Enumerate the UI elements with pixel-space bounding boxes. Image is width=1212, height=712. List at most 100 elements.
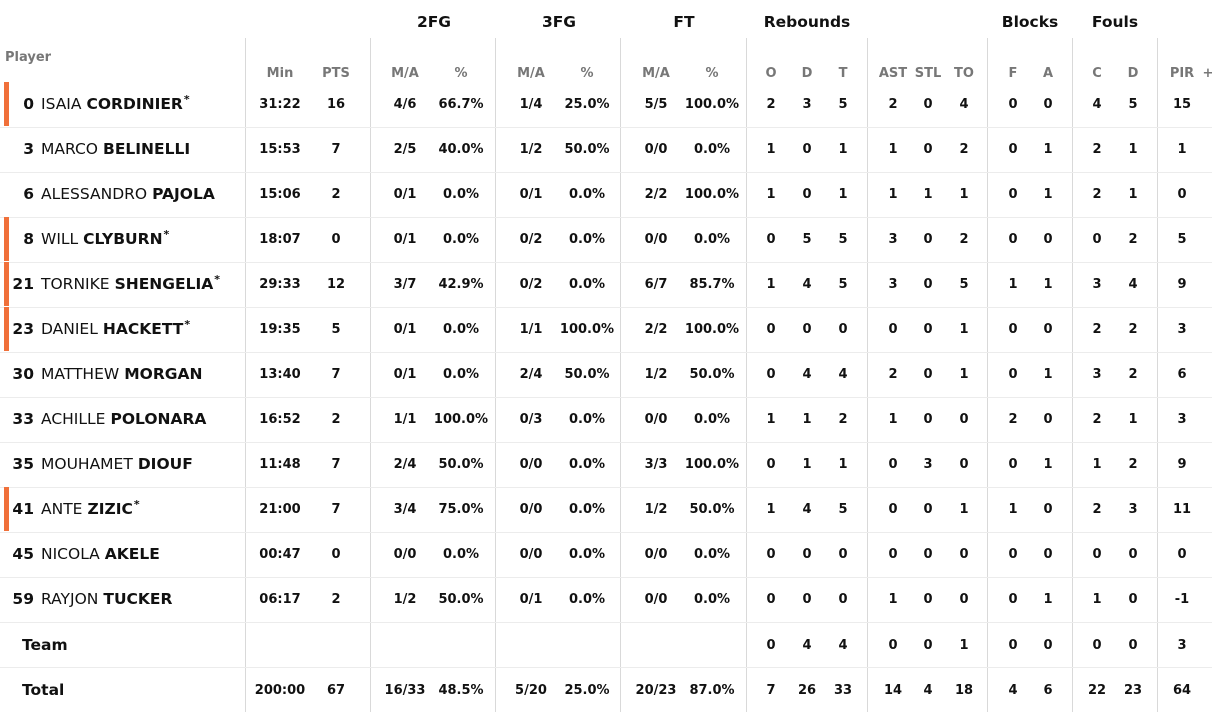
stat-cell: 2	[1092, 501, 1102, 517]
player-name[interactable]: 6 ALESSANDRO PAJOLA	[12, 172, 215, 216]
jersey-number: 3	[23, 140, 34, 158]
player-first-name: NICOLA	[41, 545, 100, 563]
column-divider	[867, 38, 868, 712]
stat-cell: 3	[1092, 276, 1102, 292]
stat-cell: 0.0%	[693, 411, 731, 427]
stat-cell: 6/7	[644, 276, 668, 292]
stat-cell: 1	[1008, 501, 1018, 517]
stat-cell: 6	[1043, 682, 1053, 698]
column-divider	[987, 38, 988, 712]
player-name[interactable]: 33 ACHILLE POLONARA	[12, 397, 206, 441]
column-subheader: D	[801, 66, 813, 81]
stat-cell: 0	[923, 411, 933, 427]
stat-cell: 4	[1128, 276, 1138, 292]
stat-cell: 50.0%	[564, 141, 610, 157]
jersey-number: 35	[12, 455, 34, 473]
stat-cell: 1	[1043, 591, 1053, 607]
stat-cell: 2	[1092, 321, 1102, 337]
column-subheader: Min	[266, 66, 294, 81]
column-subheader: PIR	[1169, 66, 1195, 81]
player-name[interactable]: 45 NICOLA AKELE	[12, 532, 159, 576]
stat-cell: 4	[959, 96, 969, 112]
column-group-ft: FT	[673, 13, 695, 31]
stat-cell: 7	[331, 456, 341, 472]
stat-cell: 1/1	[519, 321, 543, 337]
stat-cell: 2	[1128, 366, 1138, 382]
stat-cell: 0.0%	[693, 546, 731, 562]
stat-cell: 0	[1128, 637, 1138, 653]
stat-cell: 1	[888, 186, 898, 202]
stat-cell: 0	[923, 231, 933, 247]
stat-cell: 0/0	[644, 591, 668, 607]
stat-cell: 0	[766, 546, 776, 562]
stat-cell: 3	[888, 276, 898, 292]
column-subheader: F	[1008, 66, 1018, 81]
stat-cell: 0/1	[519, 186, 543, 202]
stat-cell: 50.0%	[689, 366, 735, 382]
player-last-name: HACKETT	[102, 320, 184, 338]
stat-cell: 1	[888, 591, 898, 607]
player-name[interactable]: 41 ANTE ZIZIC *	[12, 487, 139, 531]
player-name[interactable]: 21 TORNIKE SHENGELIA *	[12, 262, 220, 306]
starter-asterisk: *	[183, 92, 190, 106]
stat-cell: 0	[766, 231, 776, 247]
stat-cell: 9	[1177, 276, 1187, 292]
stat-cell: 3	[1177, 321, 1187, 337]
stat-cell: 0.0%	[442, 186, 480, 202]
stat-cell: 50.0%	[564, 366, 610, 382]
stat-cell: 100.0%	[559, 321, 615, 337]
stat-cell: 0/2	[519, 276, 543, 292]
player-name[interactable]: 3 MARCO BELINELLI	[12, 127, 190, 171]
player-name[interactable]: 35 MOUHAMET DIOUF	[12, 442, 192, 486]
stat-cell: 00:47	[259, 546, 301, 562]
stat-cell: 1	[959, 186, 969, 202]
stat-cell: 0	[1008, 141, 1018, 157]
stat-cell: 4	[1008, 682, 1018, 698]
stat-cell: 50.0%	[438, 456, 484, 472]
stat-cell: 4	[923, 682, 933, 698]
stat-cell: 9	[1177, 456, 1187, 472]
stat-cell: 1	[888, 141, 898, 157]
stat-cell: 100.0%	[684, 456, 740, 472]
stat-cell: 0	[1008, 186, 1018, 202]
stat-cell: 12	[326, 276, 346, 292]
jersey-number: 21	[12, 275, 34, 293]
player-column-header: Player	[5, 50, 52, 65]
column-subheader: M/A	[517, 66, 545, 81]
stat-cell: 0/0	[393, 546, 417, 562]
player-first-name: ALESSANDRO	[41, 185, 148, 203]
player-name[interactable]: 8 WILL CLYBURN *	[12, 217, 169, 261]
player-name[interactable]: 0 ISAIA CORDINIER *	[12, 82, 190, 126]
total-row-label: Total	[22, 681, 65, 699]
stat-cell: 3/4	[393, 501, 417, 517]
stat-cell: 33	[833, 682, 853, 698]
stat-cell: 5	[331, 321, 341, 337]
stat-cell: 66.7%	[438, 96, 484, 112]
stat-cell: 1	[1092, 456, 1102, 472]
player-first-name: MARCO	[41, 140, 98, 158]
stat-cell: 0	[1043, 637, 1053, 653]
stat-cell: 26	[797, 682, 817, 698]
column-subheader: TO	[954, 66, 974, 81]
starter-asterisk: *	[214, 272, 220, 286]
stat-cell: 67	[326, 682, 346, 698]
starter-asterisk: *	[184, 317, 191, 331]
stat-cell: 1	[959, 501, 969, 517]
stat-cell: 0	[1043, 321, 1053, 337]
stat-cell: 5	[1128, 96, 1138, 112]
stat-cell: 0	[923, 591, 933, 607]
stat-cell	[378, 623, 432, 667]
stat-cell: 0	[1128, 591, 1138, 607]
stat-cell: 15:06	[259, 186, 301, 202]
stat-cell	[504, 623, 558, 667]
player-name[interactable]: 23 DANIEL HACKETT *	[12, 307, 190, 351]
stat-cell: 0	[923, 321, 933, 337]
stat-cell: 0.0%	[568, 456, 606, 472]
stat-cell: 42.9%	[438, 276, 484, 292]
stat-cell: 0	[766, 591, 776, 607]
player-name[interactable]: 59 RAYJON TUCKER	[12, 577, 172, 621]
stat-cell: 0	[802, 321, 812, 337]
player-name[interactable]: 30 MATTHEW MORGAN	[12, 352, 202, 396]
column-group-blocks: Blocks	[1001, 13, 1059, 31]
jersey-number: 45	[12, 545, 34, 563]
